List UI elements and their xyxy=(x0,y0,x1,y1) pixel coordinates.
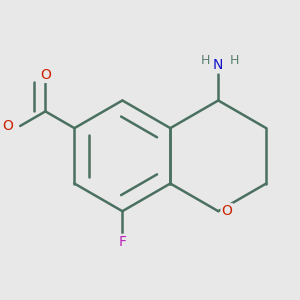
Text: N: N xyxy=(213,58,224,73)
Text: F: F xyxy=(118,235,126,249)
Text: H: H xyxy=(200,54,210,67)
Text: H: H xyxy=(230,54,239,67)
Text: O: O xyxy=(2,119,13,133)
Text: O: O xyxy=(222,204,232,218)
Text: O: O xyxy=(40,68,51,82)
